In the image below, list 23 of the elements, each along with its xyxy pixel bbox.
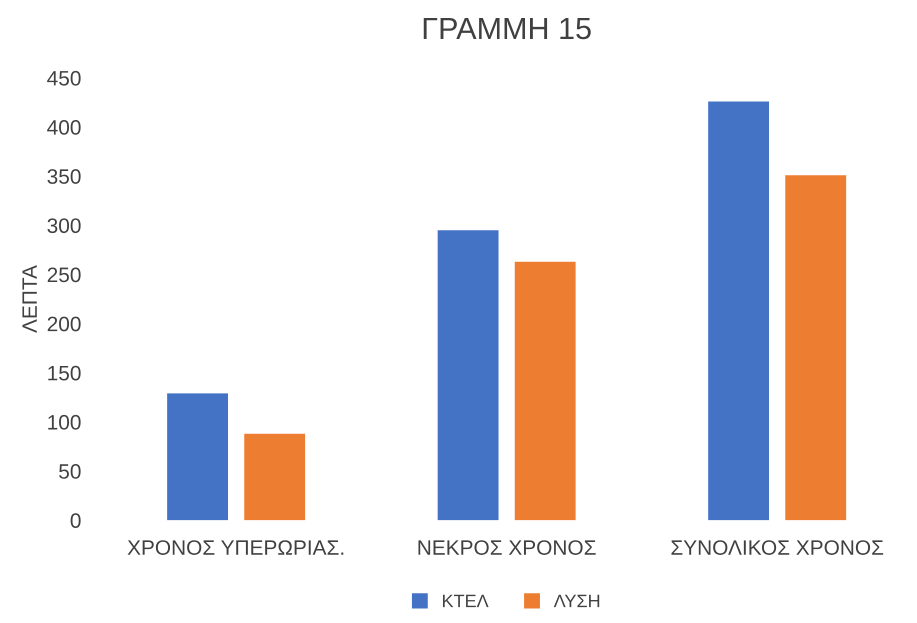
y-tick-label: 300 bbox=[47, 218, 81, 234]
legend-label: ΚΤΕΛ bbox=[442, 594, 489, 608]
bar bbox=[708, 101, 770, 520]
y-tick-label: 350 bbox=[47, 169, 81, 184]
bar bbox=[514, 262, 576, 520]
y-tick-label: 400 bbox=[47, 120, 81, 135]
x-tick-label: ΧΡΟΝΟΣ ΥΠΕΡΩΡΙΑΣ. bbox=[128, 540, 344, 555]
y-tick-label: 50 bbox=[59, 464, 81, 479]
x-tick-label: ΝΕΚΡΟΣ ΧΡΟΝΟΣ bbox=[418, 540, 596, 555]
y-axis-title: ΛΕΠΤΑ bbox=[22, 265, 37, 333]
y-tick-label: 450 bbox=[47, 70, 81, 86]
y-tick-label: 200 bbox=[48, 316, 81, 332]
chart-title: ΓΡΑΜΜΗ 15 bbox=[424, 18, 591, 40]
y-tick-label: 100 bbox=[48, 414, 81, 430]
bar bbox=[244, 434, 306, 520]
bar bbox=[167, 393, 228, 520]
legend-label: ΛΥΣΗ bbox=[554, 594, 600, 608]
y-tick-label: 0 bbox=[70, 513, 81, 528]
y-tick-label: 250 bbox=[48, 267, 81, 282]
bar bbox=[785, 175, 846, 520]
y-tick-label: 150 bbox=[48, 366, 81, 381]
x-tick-label: ΣΥΝΟΛΙΚΟΣ ΧΡΟΝΟΣ bbox=[671, 540, 884, 555]
bar bbox=[438, 230, 499, 520]
